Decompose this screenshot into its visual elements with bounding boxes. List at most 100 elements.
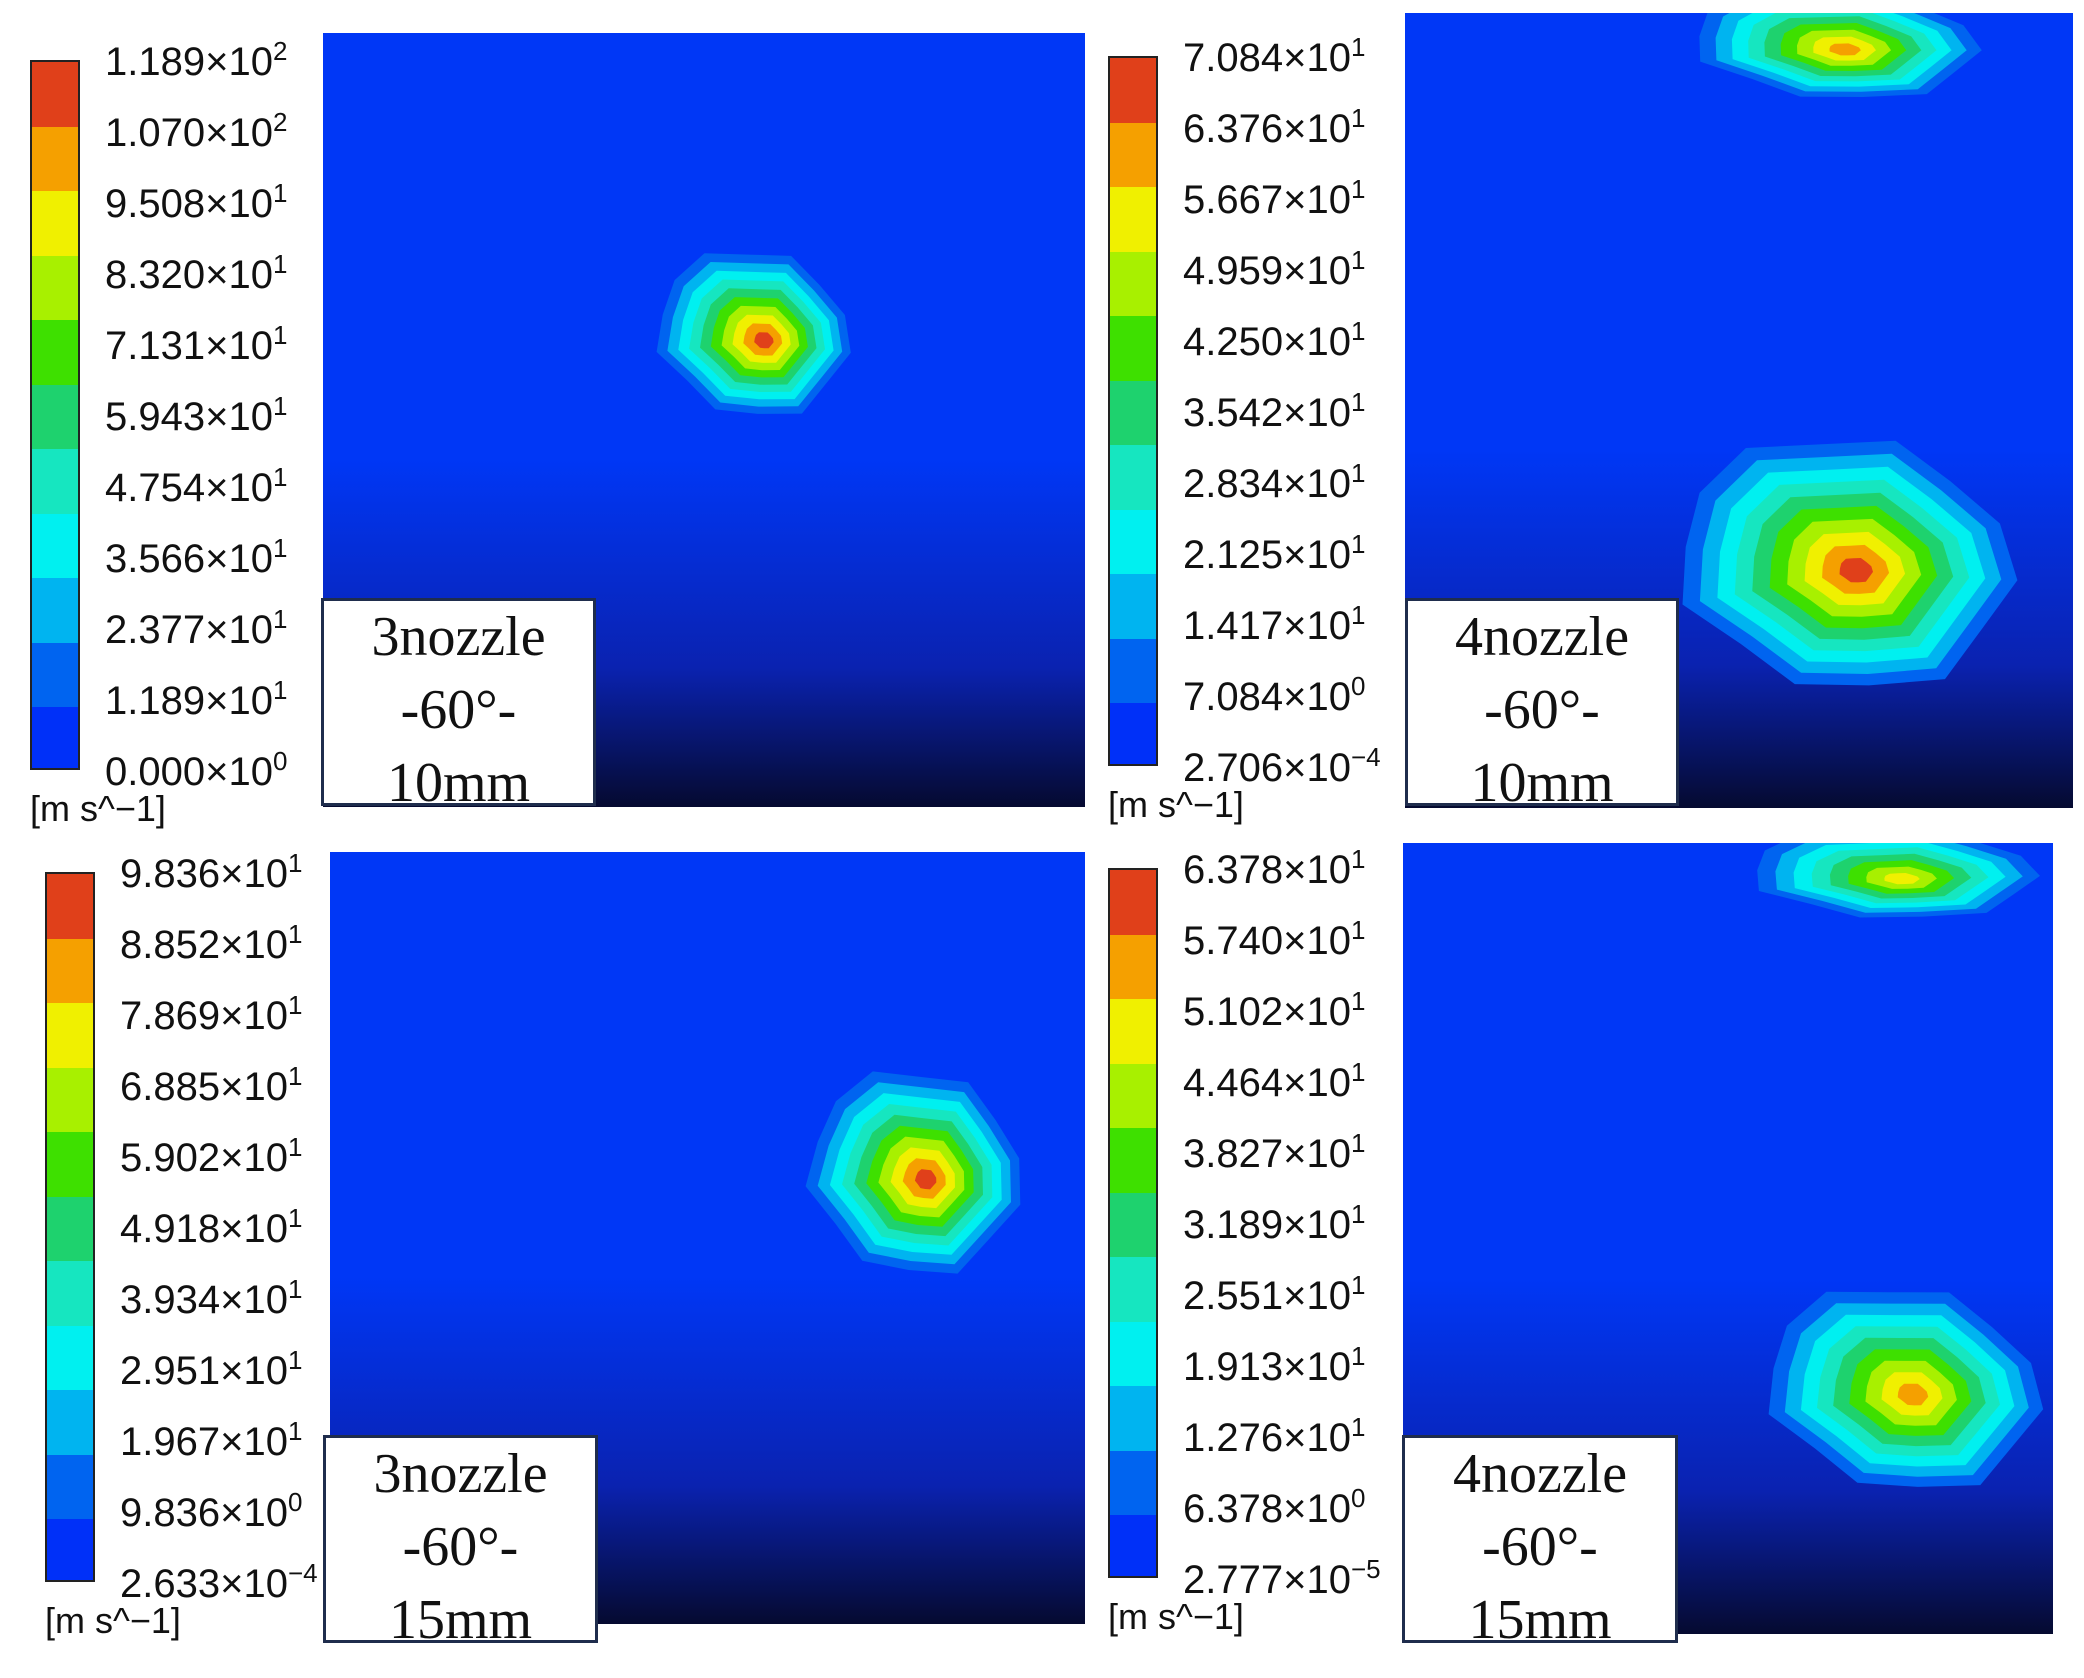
legend-tick-label: 7.084×101 bbox=[1183, 32, 1366, 80]
color-bar-segment bbox=[47, 1390, 93, 1455]
legend-tick-label: 2.633×10−4 bbox=[120, 1558, 318, 1606]
color-bar-segment bbox=[47, 1196, 93, 1262]
color-bar-segment bbox=[32, 191, 78, 256]
color-bar bbox=[30, 60, 80, 770]
legend-tick-label: 9.508×101 bbox=[105, 178, 288, 226]
color-bar-segment bbox=[1110, 1257, 1156, 1322]
legend-tick-label: 2.834×101 bbox=[1183, 458, 1366, 506]
contour-level bbox=[1829, 43, 1861, 56]
color-bar-segment bbox=[47, 1519, 93, 1580]
color-bar bbox=[1108, 56, 1158, 766]
legend-tick-label: 7.084×100 bbox=[1183, 671, 1366, 719]
legend-tick-label: 5.667×101 bbox=[1183, 174, 1366, 222]
color-bar-segment bbox=[32, 62, 78, 127]
color-bar-segment bbox=[1110, 1515, 1156, 1576]
legend-4: 6.378×101 5.740×101 5.102×101 4.464×101 3.82… bbox=[1108, 846, 1408, 1637]
color-bar-segment bbox=[1110, 251, 1156, 317]
color-bar-segment bbox=[1110, 1450, 1156, 1516]
color-bar-segment bbox=[1110, 1063, 1156, 1129]
legend-tick-label: 4.959×101 bbox=[1183, 245, 1366, 293]
color-bar-segment bbox=[1110, 934, 1156, 1000]
legend-tick-label: 9.836×101 bbox=[120, 848, 303, 896]
legend-tick-label: 1.189×101 bbox=[105, 675, 288, 723]
color-bar-segment bbox=[32, 255, 78, 321]
color-bar-segment bbox=[32, 384, 78, 450]
color-bar-segment bbox=[1110, 1192, 1156, 1258]
legend-tick-label: 4.464×101 bbox=[1183, 1057, 1366, 1105]
color-bar bbox=[45, 872, 95, 1582]
color-bar-segment bbox=[1110, 703, 1156, 764]
contour-level bbox=[1839, 558, 1873, 583]
legend-unit: [m s^−1] bbox=[1108, 784, 1244, 825]
contour-level bbox=[1884, 873, 1920, 885]
contour-level bbox=[914, 1169, 937, 1190]
legend-2: 7.084×101 6.376×101 5.667×101 4.959×101 4.25… bbox=[1108, 34, 1408, 825]
color-bar-segment bbox=[47, 874, 93, 939]
color-bar-segment bbox=[1110, 870, 1156, 935]
legend-tick-label: 5.102×101 bbox=[1183, 986, 1366, 1034]
color-bar-segment bbox=[32, 449, 78, 514]
legend-tick-label: 2.551×101 bbox=[1183, 1270, 1366, 1318]
color-bar-segment bbox=[1110, 1321, 1156, 1387]
legend-unit: [m s^−1] bbox=[30, 788, 166, 829]
color-bar-segment bbox=[47, 1261, 93, 1326]
legend-tick-label: 5.740×101 bbox=[1183, 915, 1366, 963]
contour-plot-1 bbox=[323, 33, 1085, 807]
legend-1: 1.189×102 1.070×102 9.508×101 8.320×101 7.13… bbox=[30, 38, 330, 829]
legend-tick-label: 6.376×101 bbox=[1183, 103, 1366, 151]
legend-tick-label: 4.918×101 bbox=[120, 1203, 303, 1251]
legend-tick-label: 5.943×101 bbox=[105, 391, 288, 439]
legend-tick-label: 4.754×101 bbox=[105, 462, 288, 510]
legend-tick-label: 7.131×101 bbox=[105, 320, 288, 368]
legend-tick-label: 3.566×101 bbox=[105, 533, 288, 581]
color-bar-segment bbox=[47, 938, 93, 1004]
legend-tick-label: 1.967×101 bbox=[120, 1416, 303, 1464]
legend-tick-label: 3.934×101 bbox=[120, 1274, 303, 1322]
color-bar-segment bbox=[1110, 122, 1156, 188]
color-bar-segment bbox=[1110, 1386, 1156, 1451]
color-bar-segment bbox=[1110, 316, 1156, 381]
legend-unit: [m s^−1] bbox=[1108, 1596, 1244, 1637]
color-bar-segment bbox=[1110, 58, 1156, 123]
contour-level bbox=[754, 332, 774, 349]
color-bar-segment bbox=[1110, 999, 1156, 1064]
legend-tick-label: 2.777×10−5 bbox=[1183, 1554, 1381, 1602]
legend-tick-label: 8.320×101 bbox=[105, 249, 288, 297]
color-bar-segment bbox=[32, 642, 78, 708]
legend-tick-label: 2.125×101 bbox=[1183, 529, 1366, 577]
color-bar-segment bbox=[32, 513, 78, 579]
case-label-1: 3nozzle -60°- 10mm bbox=[321, 598, 596, 806]
case-label-3: 3nozzle -60°- 15mm bbox=[323, 1435, 598, 1643]
legend-tick-label: 1.913×101 bbox=[1183, 1341, 1366, 1389]
legend-tick-label: 6.378×101 bbox=[1183, 844, 1366, 892]
color-bar-segment bbox=[1110, 187, 1156, 252]
color-bar-segment bbox=[47, 1454, 93, 1520]
legend-tick-label: 8.852×101 bbox=[120, 919, 303, 967]
color-bar-segment bbox=[1110, 1128, 1156, 1193]
color-bar-segment bbox=[32, 578, 78, 643]
legend-tick-label: 2.377×101 bbox=[105, 604, 288, 652]
color-bar-segment bbox=[47, 1132, 93, 1197]
legend-tick-label: 1.070×102 bbox=[105, 107, 288, 155]
color-bar-segment bbox=[32, 707, 78, 768]
legend-tick-label: 4.250×101 bbox=[1183, 316, 1366, 364]
legend-tick-label: 6.378×100 bbox=[1183, 1483, 1366, 1531]
color-bar-segment bbox=[32, 320, 78, 385]
contour-level bbox=[1897, 1383, 1929, 1406]
legend-tick-label: 3.189×101 bbox=[1183, 1199, 1366, 1247]
legend-3: 9.836×101 8.852×101 7.869×101 6.885×101 5.90… bbox=[45, 850, 345, 1641]
legend-tick-label: 3.542×101 bbox=[1183, 387, 1366, 435]
color-bar-segment bbox=[1110, 638, 1156, 704]
case-label-2: 4nozzle -60°- 10mm bbox=[1405, 598, 1679, 806]
color-bar-segment bbox=[47, 1003, 93, 1068]
legend-tick-label: 1.189×102 bbox=[105, 36, 288, 84]
legend-tick-label: 3.827×101 bbox=[1183, 1128, 1366, 1176]
legend-tick-label: 1.276×101 bbox=[1183, 1412, 1366, 1460]
legend-tick-label: 2.706×10−4 bbox=[1183, 742, 1381, 790]
color-bar-segment bbox=[1110, 380, 1156, 446]
color-bar-segment bbox=[47, 1067, 93, 1133]
legend-tick-label: 7.869×101 bbox=[120, 990, 303, 1038]
color-bar-segment bbox=[32, 126, 78, 192]
contour-plot-4 bbox=[1403, 843, 2053, 1634]
legend-tick-label: 9.836×100 bbox=[120, 1487, 303, 1535]
